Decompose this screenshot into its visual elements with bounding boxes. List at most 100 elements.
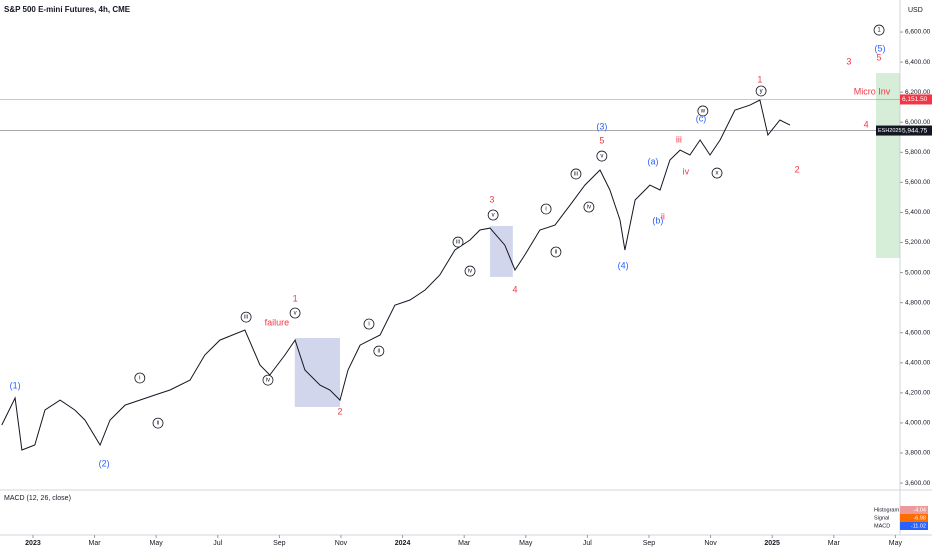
wave-label: iii xyxy=(574,172,578,178)
wave-label: iv xyxy=(468,269,472,275)
x-tick-label: Nov xyxy=(704,540,717,547)
wave-circle xyxy=(363,318,375,330)
x-tick-label: Mar xyxy=(89,540,102,547)
x-tick-label: Sep xyxy=(273,540,286,547)
wave-label: 1 xyxy=(757,74,762,84)
price-label: 6,151.50 xyxy=(902,96,928,103)
wave-circle xyxy=(755,85,767,97)
wave-label: 2 xyxy=(795,164,800,174)
x-tick-label: Jul xyxy=(583,540,592,547)
wave-circle xyxy=(262,374,274,386)
wave-label: 2 xyxy=(338,406,343,416)
wave-label: iii xyxy=(244,315,248,321)
readout-value: -4.04 xyxy=(913,507,926,513)
wave-label: (c) xyxy=(696,113,707,123)
x-tick-label: 2023 xyxy=(25,540,41,547)
y-tick-label: 5,600.00 xyxy=(905,179,931,186)
y-tick-label: 5,800.00 xyxy=(905,149,931,156)
wave-label: ii xyxy=(378,349,381,355)
y-tick-label: 6,600.00 xyxy=(905,29,931,36)
wave-label: 1 xyxy=(293,293,298,303)
wave-label: i xyxy=(368,322,369,328)
price-label: 5,944.75 xyxy=(902,127,928,134)
wave-circle xyxy=(464,265,476,277)
wave-label: i xyxy=(545,207,546,213)
wave-circle xyxy=(289,307,301,319)
wave-circle xyxy=(452,236,464,248)
readout-box xyxy=(900,522,928,530)
zone xyxy=(875,73,900,259)
wave-label: y xyxy=(760,89,763,95)
price-label-box xyxy=(900,125,932,136)
wave-label: (1) xyxy=(10,380,21,390)
y-tick-label: 4,800.00 xyxy=(905,299,931,306)
wave-label: iii xyxy=(456,240,460,246)
x-tick-label: Mar xyxy=(828,540,841,547)
readout-name: Signal xyxy=(874,515,889,521)
wave-label: iv xyxy=(266,378,270,384)
wave-circle xyxy=(873,24,885,36)
wave-circle xyxy=(583,201,595,213)
readout-value: -6.98 xyxy=(913,515,926,521)
wave-label: x xyxy=(716,171,719,177)
wave-label: 3 xyxy=(489,194,494,204)
y-tick-label: 4,400.00 xyxy=(905,360,931,367)
wave-circle xyxy=(697,105,709,117)
wave-label: iii xyxy=(676,134,682,144)
readout-name: MACD xyxy=(874,523,890,529)
y-tick-label: 6,400.00 xyxy=(905,59,931,66)
wave-label: ii xyxy=(661,211,665,221)
readout-box xyxy=(900,506,928,514)
price-line xyxy=(1,99,791,451)
ticker-box xyxy=(876,125,900,136)
wave-label: ii xyxy=(157,421,160,427)
y-tick-label: 5,400.00 xyxy=(905,209,931,216)
zone xyxy=(490,225,513,277)
wave-label: ii xyxy=(555,250,558,256)
wave-circle xyxy=(240,311,252,323)
wave-circle xyxy=(711,167,723,179)
wave-label: iv xyxy=(587,205,591,211)
wave-label: failure xyxy=(265,317,290,327)
wave-circle xyxy=(134,372,146,384)
x-tick-label: Nov xyxy=(335,540,348,547)
x-tick-label: 2024 xyxy=(395,540,411,547)
wave-label: 5 xyxy=(877,52,882,62)
wave-label: (b) xyxy=(652,215,663,225)
wave-label: (4) xyxy=(618,260,629,270)
y-tick-label: 5,200.00 xyxy=(905,239,931,246)
wave-circle xyxy=(550,246,562,258)
y-tick-label: 3,800.00 xyxy=(905,450,931,457)
wave-circle xyxy=(373,345,385,357)
price-label-box xyxy=(900,94,932,105)
y-tick-label: 5,000.00 xyxy=(905,269,931,276)
indicator-title: MACD (12, 26, close) xyxy=(4,495,71,502)
wave-label: (a) xyxy=(647,156,658,166)
wave-label: 4 xyxy=(512,284,517,294)
y-tick-label: 4,200.00 xyxy=(905,390,931,397)
wave-label: (5) xyxy=(874,43,885,53)
wave-label: Micro Inv xyxy=(854,86,891,96)
chart-title: S&P 500 E-mini Futures, 4h, CME xyxy=(4,5,131,14)
wave-circle xyxy=(570,168,582,180)
y-tick-label: 6,200.00 xyxy=(905,89,931,96)
wave-label: v xyxy=(294,311,297,317)
y-tick-label: 4,600.00 xyxy=(905,329,931,336)
wave-label: 1 xyxy=(877,28,881,34)
x-tick-label: May xyxy=(519,540,533,547)
wave-circle xyxy=(487,209,499,221)
x-tick-label: 2025 xyxy=(764,540,780,547)
x-tick-label: Mar xyxy=(458,540,471,547)
ticker-label: ESH2025 xyxy=(878,128,902,134)
y-tick-label: 3,600.00 xyxy=(905,480,931,487)
x-tick-label: May xyxy=(889,540,903,547)
wave-label: v xyxy=(492,213,495,219)
wave-circle xyxy=(152,417,164,429)
wave-circle xyxy=(540,203,552,215)
wave-label: v xyxy=(600,154,603,160)
wave-label: 5 xyxy=(599,135,604,145)
wave-circle xyxy=(596,150,608,162)
